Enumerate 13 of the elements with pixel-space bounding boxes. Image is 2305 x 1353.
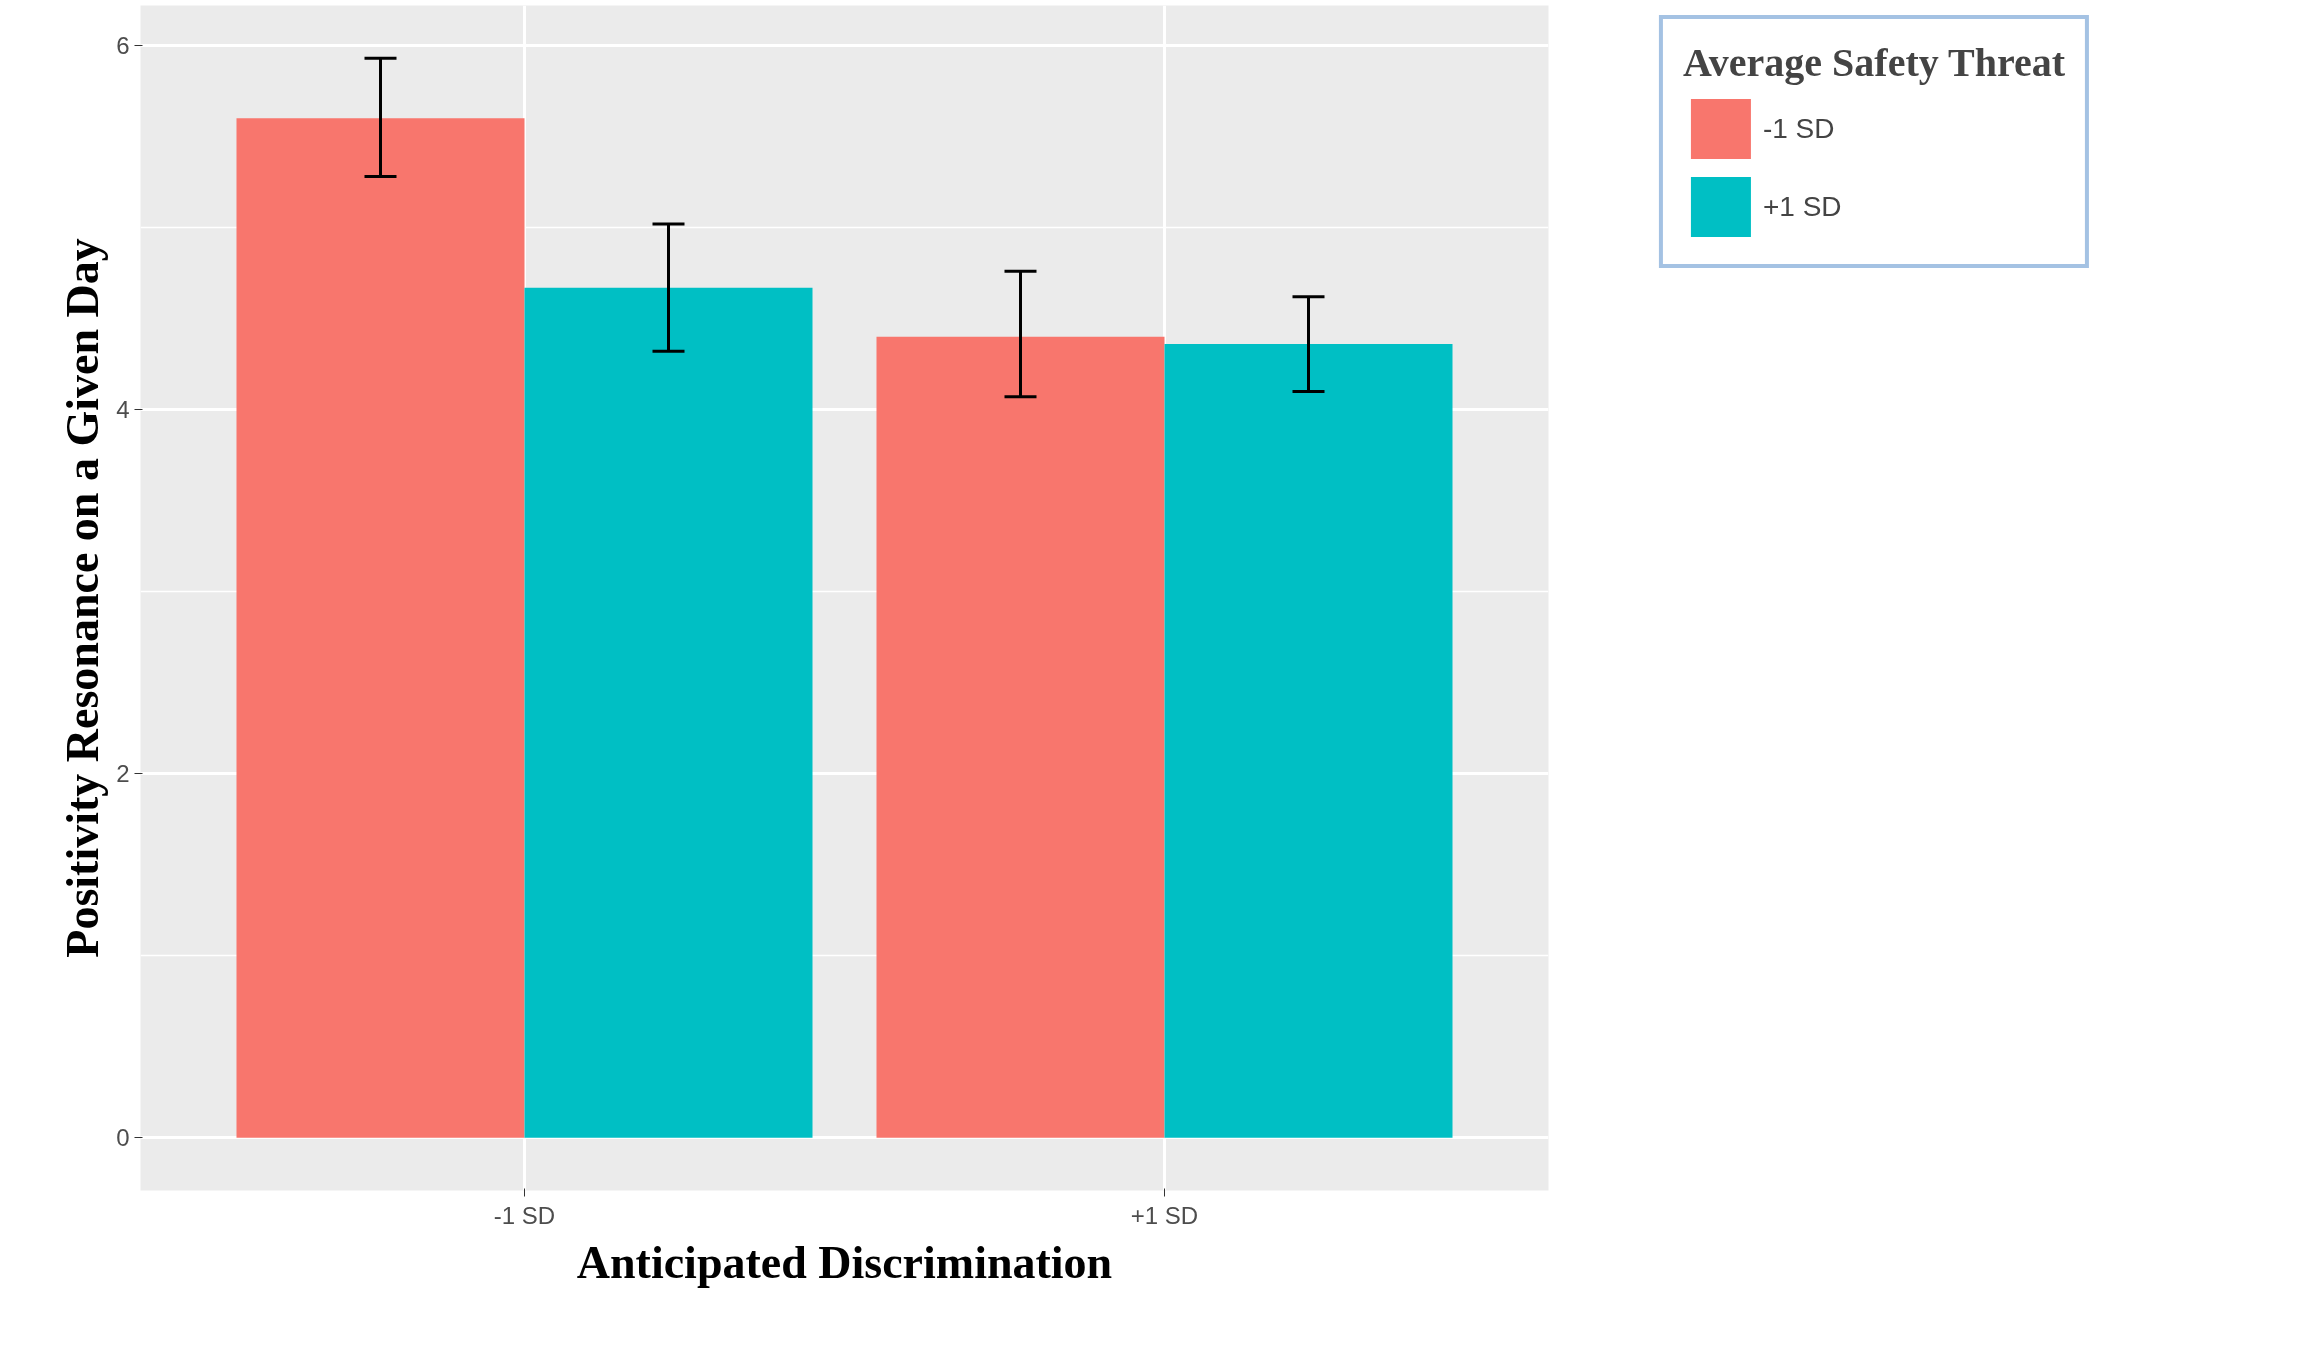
y-axis-title: Positivity Resonance on a Given Day	[57, 238, 109, 958]
y-tick-label: 2	[116, 760, 130, 788]
y-tick-label: 4	[116, 396, 130, 424]
x-axis-title: Anticipated Discrimination	[576, 1236, 1113, 1288]
bar	[876, 336, 1165, 1138]
legend-label: +1 SD	[1762, 190, 1842, 223]
bar	[1164, 344, 1453, 1138]
bar	[524, 287, 813, 1138]
legend-label: -1 SD	[1762, 112, 1835, 145]
y-tick-label: 0	[116, 1124, 130, 1152]
bar	[236, 118, 525, 1138]
legend-title: Average Safety Threat	[1682, 39, 2066, 86]
y-tick-label: 6	[116, 32, 130, 60]
